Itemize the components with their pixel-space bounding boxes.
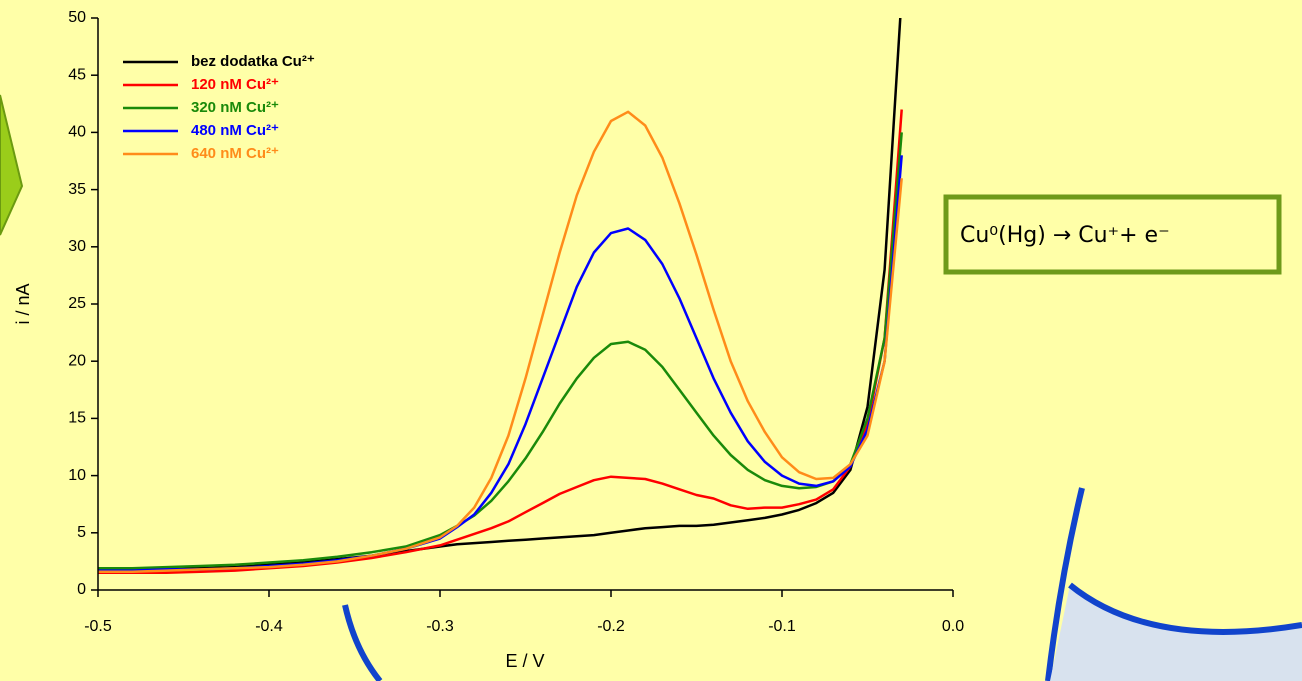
legend-label: 640 nM Cu²⁺ <box>191 145 279 162</box>
y-tick-label: 15 <box>68 410 86 427</box>
y-tick-label: 5 <box>77 524 86 541</box>
y-tick-label: 40 <box>68 124 86 141</box>
y-tick-label: 0 <box>77 581 86 598</box>
y-tick-label: 30 <box>68 238 86 255</box>
decor-arc <box>1045 487 1085 681</box>
y-tick-label: 50 <box>68 9 86 26</box>
x-axis-label: E / V <box>505 651 544 671</box>
decor-panel <box>1050 585 1302 681</box>
annotation: Cu⁰(Hg) → Cu⁺+ e⁻ <box>960 223 1170 248</box>
y-tick-label: 35 <box>68 181 86 198</box>
decor-arc <box>1068 582 1302 635</box>
decor-arc <box>342 604 383 681</box>
legend-label: 320 nM Cu²⁺ <box>191 99 279 116</box>
x-tick-label: -0.3 <box>426 618 454 635</box>
y-tick-label: 20 <box>68 352 86 369</box>
decor-arrow <box>0 94 24 236</box>
legend-label: bez dodatka Cu²⁺ <box>191 53 315 70</box>
y-tick-label: 10 <box>68 467 86 484</box>
x-tick-label: -0.2 <box>597 618 625 635</box>
annotation-box <box>943 194 1282 275</box>
x-tick-label: -0.1 <box>768 618 796 635</box>
y-tick-label: 25 <box>68 295 86 312</box>
x-tick-label: 0.0 <box>942 618 964 635</box>
legend-label: 120 nM Cu²⁺ <box>191 76 279 93</box>
plot-area <box>98 18 903 575</box>
y-tick-label: 45 <box>68 66 86 83</box>
x-tick-label: -0.5 <box>84 618 112 635</box>
x-tick-label: -0.4 <box>255 618 283 635</box>
series-line <box>98 132 903 570</box>
y-axis-label: i / nA <box>13 283 33 324</box>
legend-label: 480 nM Cu²⁺ <box>191 122 279 139</box>
series-line <box>98 110 903 573</box>
